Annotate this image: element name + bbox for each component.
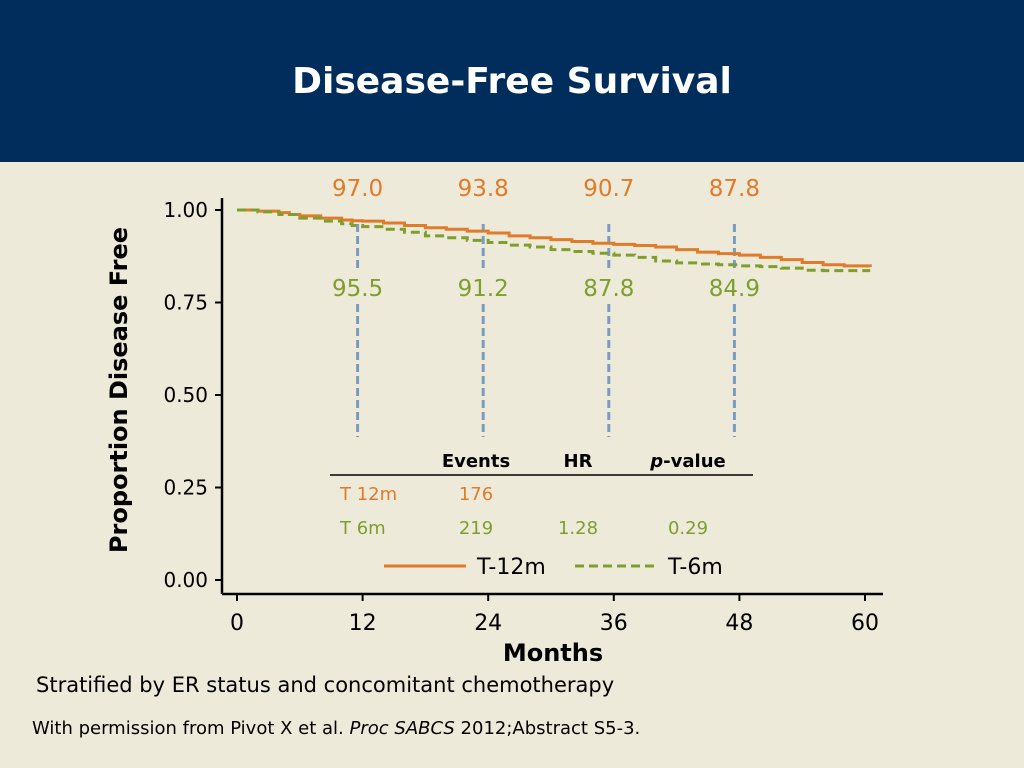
marker-label-t12: 87.8 bbox=[709, 176, 760, 202]
table-header-hr: HR bbox=[564, 451, 593, 472]
x-tick-label: 12 bbox=[349, 611, 377, 636]
x-tick-label: 48 bbox=[725, 611, 753, 636]
marker-label-t12: 97.0 bbox=[332, 176, 383, 202]
survival-chart: 0.00 0.25 0.50 0.75 1.00 0 12 24 36 48 60 Months Pro… bbox=[105, 176, 883, 667]
slide-title: Disease-Free Survival bbox=[292, 61, 732, 102]
legend-label-t12: T-12m bbox=[476, 555, 546, 580]
y-tick-label: 0.50 bbox=[163, 383, 208, 407]
table-cell-events: 219 bbox=[459, 518, 493, 539]
marker-label-t6: 84.9 bbox=[709, 276, 760, 302]
marker-label-t12: 93.8 bbox=[458, 176, 509, 202]
marker-label-t6: 87.8 bbox=[583, 276, 634, 302]
table-row-label: T 12m bbox=[339, 484, 397, 505]
x-tick-label: 36 bbox=[600, 611, 628, 636]
table-cell-pvalue: 0.29 bbox=[668, 518, 708, 539]
series-line-t-12m bbox=[237, 208, 872, 268]
table-header-events: Events bbox=[442, 451, 510, 472]
x-tick-label: 24 bbox=[474, 611, 502, 636]
citation: With permission from Pivot X et al. Proc… bbox=[32, 718, 640, 739]
y-tick-label: 0.25 bbox=[163, 476, 208, 500]
y-tick-label: 0.00 bbox=[163, 568, 208, 592]
stratification-note: Stratified by ER status and concomitant … bbox=[36, 673, 615, 697]
y-tick-label: 1.00 bbox=[163, 198, 208, 222]
series-line-t-6m bbox=[237, 208, 871, 273]
x-tick-label: 0 bbox=[230, 611, 244, 636]
citation-suffix: 2012;Abstract S5-3. bbox=[454, 718, 641, 739]
table-cell-events: 176 bbox=[459, 484, 493, 505]
y-tick-label: 0.75 bbox=[163, 291, 208, 315]
x-tick-label: 60 bbox=[851, 611, 879, 636]
table-row-label: T 6m bbox=[339, 518, 386, 539]
y-axis-title: Proportion Disease Free bbox=[105, 227, 133, 553]
title-banner: Disease-Free Survival bbox=[0, 0, 1024, 162]
marker-label-t6: 91.2 bbox=[458, 276, 509, 302]
marker-label-t12: 90.7 bbox=[583, 176, 634, 202]
citation-prefix: With permission from Pivot X et al. bbox=[32, 718, 350, 739]
legend-label-t6: T-6m bbox=[667, 555, 723, 580]
table-cell-hr: 1.28 bbox=[558, 518, 598, 539]
citation-journal: Proc SABCS bbox=[349, 718, 455, 739]
x-axis-title: Months bbox=[503, 639, 603, 667]
table-header-pvalue: p-value bbox=[649, 451, 725, 472]
marker-label-t6: 95.5 bbox=[332, 276, 383, 302]
